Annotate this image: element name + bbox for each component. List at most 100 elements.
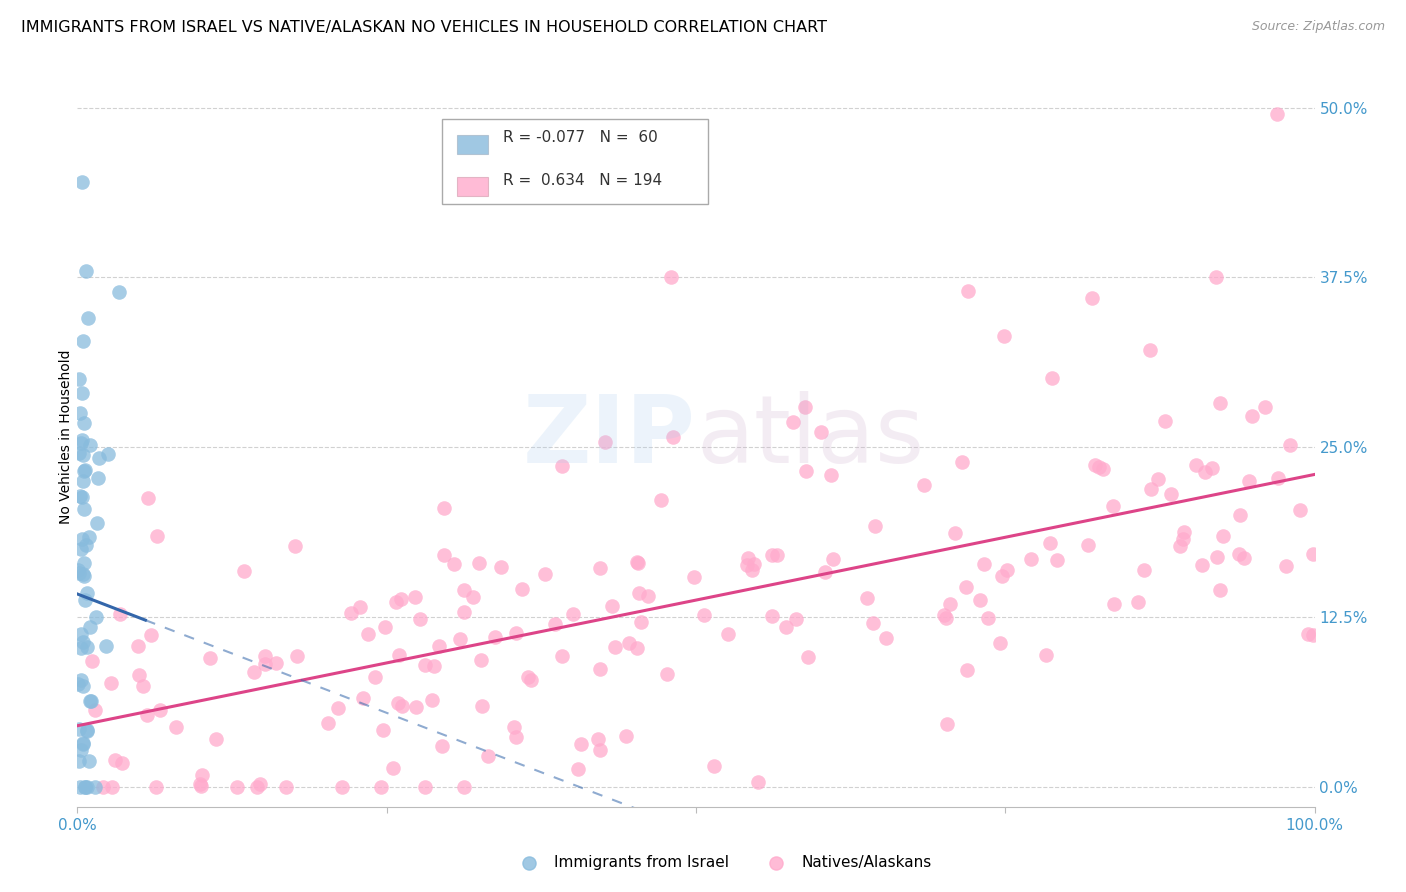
Point [76,723,98,738]
Point [1128,595,1150,609]
Point [600,599,623,614]
Point [245,780,267,794]
Point [489,560,512,574]
Point [72,474,94,488]
Point [385,595,408,609]
Point [79,438,101,452]
Point [1267,471,1289,485]
Point [717,626,740,640]
Point [1102,597,1125,611]
Point [657,667,679,681]
Text: R =  0.634   N = 194: R = 0.634 N = 194 [503,173,662,187]
Point [614,729,637,743]
Point [405,700,427,714]
Point [934,607,956,622]
Point [957,284,980,298]
Point [87,471,110,485]
Point [70,385,93,400]
Point [484,630,506,644]
Point [617,635,640,649]
Point [70,673,93,687]
Point [72,175,94,189]
Point [1191,558,1213,573]
Point [955,580,977,594]
Point [284,540,307,554]
Point [72,679,94,693]
Point [569,737,592,751]
Point [477,748,499,763]
Point [73,463,96,477]
Point [387,696,409,710]
Point [1227,547,1250,561]
Point [264,657,287,671]
Point [703,758,725,772]
Point [70,542,93,557]
Point [1302,547,1324,561]
Point [108,285,131,300]
Point [67,445,90,459]
Point [735,558,758,572]
Y-axis label: No Vehicles in Household: No Vehicles in Household [59,350,73,524]
Point [993,329,1015,343]
Point [814,565,837,579]
Point [626,640,648,655]
Point [226,780,249,794]
Point [551,458,574,473]
Point [510,582,533,596]
Point [988,636,1011,650]
Point [543,616,565,631]
Point [420,693,443,707]
Point [742,557,765,571]
Point [73,592,96,607]
Point [67,566,90,580]
Point [70,743,93,757]
Point [766,548,789,562]
Point [70,436,93,450]
Point [67,754,90,768]
Point [1045,552,1067,566]
Point [67,677,90,691]
Point [935,611,957,625]
Point [856,591,879,606]
Point [1296,627,1319,641]
Point [1077,538,1099,552]
Point [995,563,1018,577]
Point [935,717,957,731]
Point [69,489,91,503]
Point [374,620,396,634]
Point [589,743,612,757]
Point [70,434,93,448]
Point [326,701,349,715]
Point [72,334,94,348]
Point [1088,460,1111,475]
Point [627,586,650,600]
Point [1212,528,1234,542]
Point [626,555,648,569]
Point [381,761,404,775]
Point [77,311,100,326]
Point [316,716,339,731]
Point [630,615,652,629]
Point [977,610,1000,624]
Point [413,657,436,672]
Point [72,532,94,546]
Point [449,632,471,646]
Point [1278,438,1301,452]
Point [190,779,212,793]
Point [551,648,574,663]
Point [810,425,832,440]
Point [254,648,277,663]
Point [363,670,385,684]
Point [146,529,169,543]
Point [254,657,277,672]
Point [127,639,149,653]
Point [453,605,475,619]
Point [128,667,150,681]
Point [761,609,783,624]
Point [89,451,111,466]
Point [1302,627,1324,641]
Point [145,780,167,794]
Point [132,679,155,693]
Point [79,694,101,708]
Point [80,655,103,669]
